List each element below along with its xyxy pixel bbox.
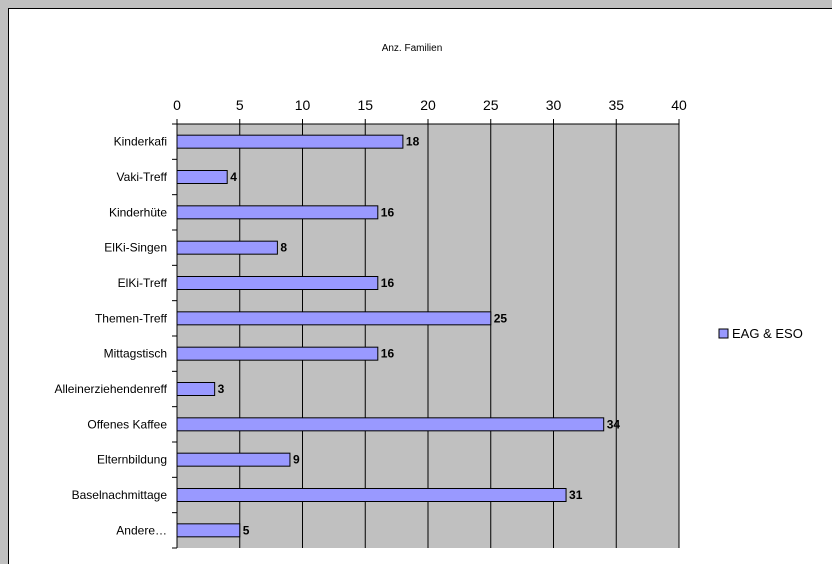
category-label: Offenes Kaffee (87, 417, 167, 431)
category-label: Alleinerziehendenreff (54, 382, 167, 396)
x-tick-label: 40 (671, 97, 687, 113)
data-label: 16 (381, 347, 395, 361)
x-tick-label: 10 (295, 97, 311, 113)
category-label: Themen-Treff (95, 311, 168, 325)
data-label: 18 (406, 135, 420, 149)
x-tick-label: 20 (420, 97, 436, 113)
data-label: 9 (293, 453, 300, 467)
bar (176, 452, 291, 467)
data-label: 5 (243, 523, 250, 537)
x-tick-label: 30 (546, 97, 562, 113)
category-label: Baselnachmittage (72, 488, 168, 502)
x-tick-label: 25 (483, 97, 499, 113)
bar (176, 276, 379, 290)
bar (176, 488, 567, 502)
bar (176, 311, 492, 326)
category-label: Vaki-Treff (117, 170, 168, 184)
x-tick-label: 5 (236, 97, 244, 113)
category-label: ElKi-Treff (118, 276, 168, 290)
bar-chart: Anz. Familien 0 5 10 15 20 25 30 35 40Kinderkafi… (54, 43, 803, 549)
bar (176, 417, 605, 432)
legend-label: EAG & ESO (732, 326, 803, 341)
category-label: ElKi-Singen (104, 241, 167, 255)
data-label: 16 (381, 276, 395, 290)
category-label: Mittagstisch (104, 347, 167, 361)
data-label: 16 (381, 205, 395, 219)
category-label: Andere… (116, 523, 167, 537)
bar (176, 134, 404, 149)
x-tick-label: 15 (357, 97, 373, 113)
data-label: 3 (218, 382, 225, 396)
x-tick-label: 0 (173, 97, 181, 113)
x-tick-label: 35 (608, 97, 624, 113)
bar (176, 240, 278, 255)
bar (176, 170, 228, 184)
category-label: Kinderhüte (109, 205, 167, 219)
data-label: 31 (569, 488, 583, 502)
data-label: 25 (494, 311, 508, 325)
category-label: Elternbildung (97, 453, 167, 467)
axis-title: Anz. Familien (382, 43, 443, 54)
legend-swatch (718, 328, 729, 339)
data-label: 34 (607, 417, 621, 431)
data-label: 8 (280, 241, 287, 255)
bar (176, 382, 216, 396)
chart-area: Anz. Familien 0 5 10 15 20 25 30 35 40 Kinderkafi… (8, 8, 832, 564)
bar (176, 523, 241, 538)
bar (176, 346, 379, 361)
category-label: Kinderkafi (114, 135, 167, 149)
bar (176, 205, 379, 220)
data-label: 4 (230, 170, 237, 184)
